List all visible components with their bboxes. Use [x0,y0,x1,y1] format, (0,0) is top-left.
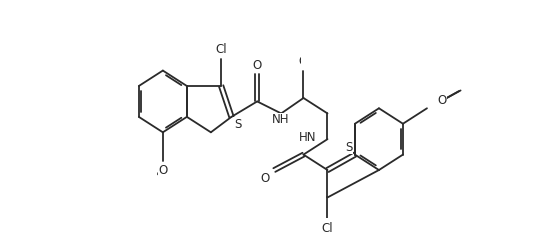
Text: O: O [253,59,262,72]
Text: O: O [158,164,167,177]
Text: S: S [345,141,352,154]
Text: S: S [234,118,241,131]
Text: O: O [128,179,137,192]
Text: O: O [158,164,167,177]
Text: O: O [299,55,308,69]
Text: NH: NH [272,113,289,126]
Text: O: O [437,94,447,107]
Text: O: O [260,172,269,185]
Text: Cl: Cl [322,222,333,235]
Text: HN: HN [299,131,316,144]
Text: Cl: Cl [215,43,227,57]
Text: O: O [437,94,447,107]
